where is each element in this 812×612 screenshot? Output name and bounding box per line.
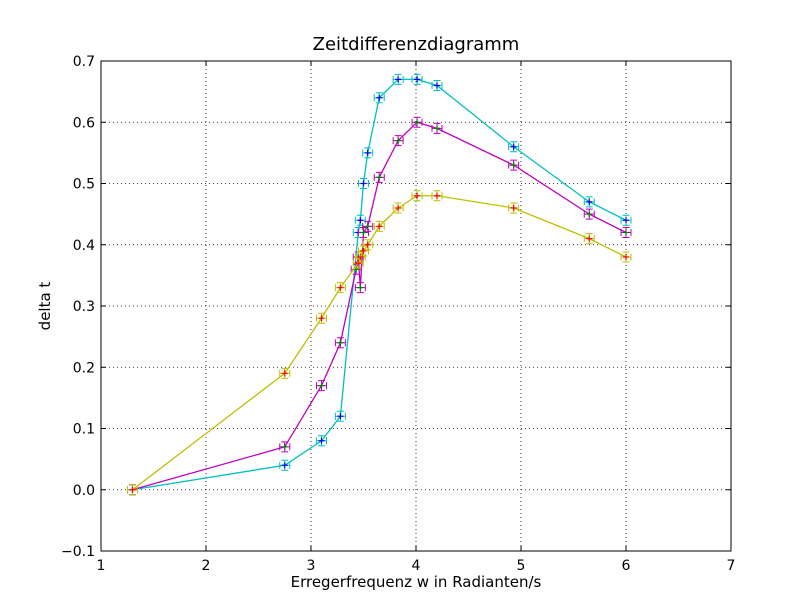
data-point — [373, 220, 385, 232]
data-point — [392, 73, 404, 85]
grid-lines — [101, 61, 731, 551]
data-point — [431, 190, 443, 202]
data-point — [392, 202, 404, 214]
data-point — [411, 116, 423, 128]
y-tick-label: 0.3 — [73, 299, 95, 315]
data-point — [362, 239, 374, 251]
data-point — [508, 159, 520, 171]
x-tick-label: 7 — [727, 558, 736, 574]
data-point — [431, 80, 443, 91]
data-point — [620, 227, 632, 238]
series-line — [132, 78, 627, 491]
y-tick-label: 0.7 — [73, 54, 95, 70]
data-point — [373, 92, 385, 104]
data-point — [334, 282, 346, 294]
data-point — [583, 196, 595, 208]
data-point — [334, 337, 346, 349]
axis-ticks: 1 2 3 4 5 6 7 −0.1 0.0 0.1 0.2 0.3 0.4 0.5 0.6 0.7 — [61, 54, 735, 574]
data-point — [411, 73, 423, 85]
data-point — [362, 147, 374, 159]
data-point — [316, 435, 327, 447]
data-point — [354, 282, 366, 294]
data-point — [431, 122, 443, 134]
y-tick-label: 0.0 — [73, 483, 95, 499]
series-line — [132, 195, 627, 491]
data-point — [508, 202, 520, 214]
data-point — [358, 178, 369, 189]
x-tick-label: 1 — [97, 558, 106, 574]
data-point — [352, 257, 364, 269]
data-point — [373, 171, 385, 183]
data-point — [583, 233, 595, 245]
data-point — [316, 380, 327, 392]
data-point — [279, 367, 291, 379]
y-axis-title: delta t — [36, 282, 54, 331]
y-tick-label: 0.6 — [73, 115, 95, 131]
data-point — [508, 141, 520, 153]
chart-title: Zeitdifferenzdiagramm — [313, 34, 520, 55]
data-point — [620, 251, 632, 263]
x-tick-label: 2 — [202, 558, 211, 574]
data-point — [392, 135, 404, 147]
data-point — [362, 220, 374, 232]
data-point — [583, 208, 595, 220]
y-tick-label: 0.5 — [73, 177, 95, 193]
data-point — [358, 245, 369, 257]
data-point — [411, 190, 423, 202]
data-point — [350, 263, 362, 275]
data-point — [354, 214, 366, 226]
y-tick-label: 0.1 — [73, 422, 95, 438]
series-2 — [127, 116, 632, 496]
series-1 — [127, 73, 632, 496]
x-axis-title: Erregerfrequenz w in Radianten/s — [291, 573, 542, 591]
data-point — [334, 410, 346, 422]
x-tick-label: 4 — [412, 558, 421, 574]
series-3 — [127, 190, 632, 496]
x-tick-label: 3 — [307, 558, 316, 574]
y-tick-label: −0.1 — [61, 544, 95, 560]
x-tick-label: 6 — [622, 558, 631, 574]
data-point — [316, 312, 327, 324]
data-point — [620, 214, 632, 226]
data-point — [279, 459, 291, 471]
series-layer — [127, 73, 632, 496]
series-line — [132, 121, 627, 491]
y-tick-label: 0.4 — [73, 238, 95, 254]
x-tick-label: 5 — [517, 558, 526, 574]
data-point — [358, 227, 369, 238]
data-point — [279, 441, 291, 453]
data-point — [127, 484, 138, 496]
y-tick-label: 0.2 — [73, 360, 95, 376]
